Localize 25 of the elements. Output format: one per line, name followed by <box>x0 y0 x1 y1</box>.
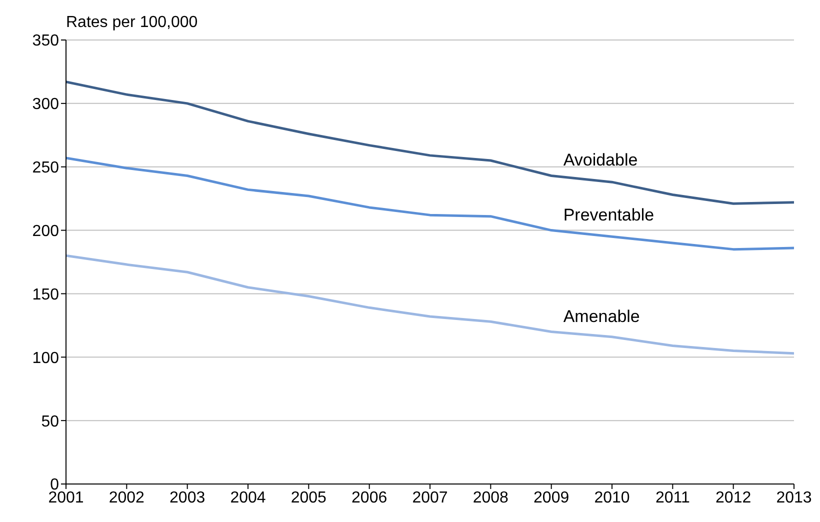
x-tick-label: 2010 <box>594 489 630 506</box>
x-tick-label: 2003 <box>170 489 206 506</box>
x-tick-label: 2008 <box>472 489 509 506</box>
line-series <box>66 254 794 355</box>
y-axis-title: Rates per 100,000 <box>66 14 198 32</box>
x-tick-label: 2009 <box>534 489 570 506</box>
x-tick-label: 2006 <box>352 489 388 506</box>
x-tick-label: 2012 <box>716 489 752 506</box>
line-series <box>66 80 794 205</box>
x-tick-label: 2004 <box>230 489 266 506</box>
x-tick-label: 2002 <box>108 489 145 506</box>
x-tick-label: 2013 <box>776 489 812 506</box>
series-label: Amenable <box>563 306 640 326</box>
y-tick-label: 50 <box>41 413 60 430</box>
y-tick-label: 150 <box>32 286 60 304</box>
x-tick-label: 2007 <box>412 489 448 506</box>
series-label: Preventable <box>563 205 654 224</box>
y-tick-label: 200 <box>32 222 60 240</box>
y-tick-label: 100 <box>32 350 60 367</box>
x-tick-label: 2011 <box>655 489 690 506</box>
series-label: Avoidable <box>563 150 638 170</box>
y-tick-label: 350 <box>32 32 60 50</box>
y-tick-label: 250 <box>32 160 60 177</box>
x-tick-label: 2005 <box>290 489 327 506</box>
y-tick-label: 300 <box>32 96 60 114</box>
